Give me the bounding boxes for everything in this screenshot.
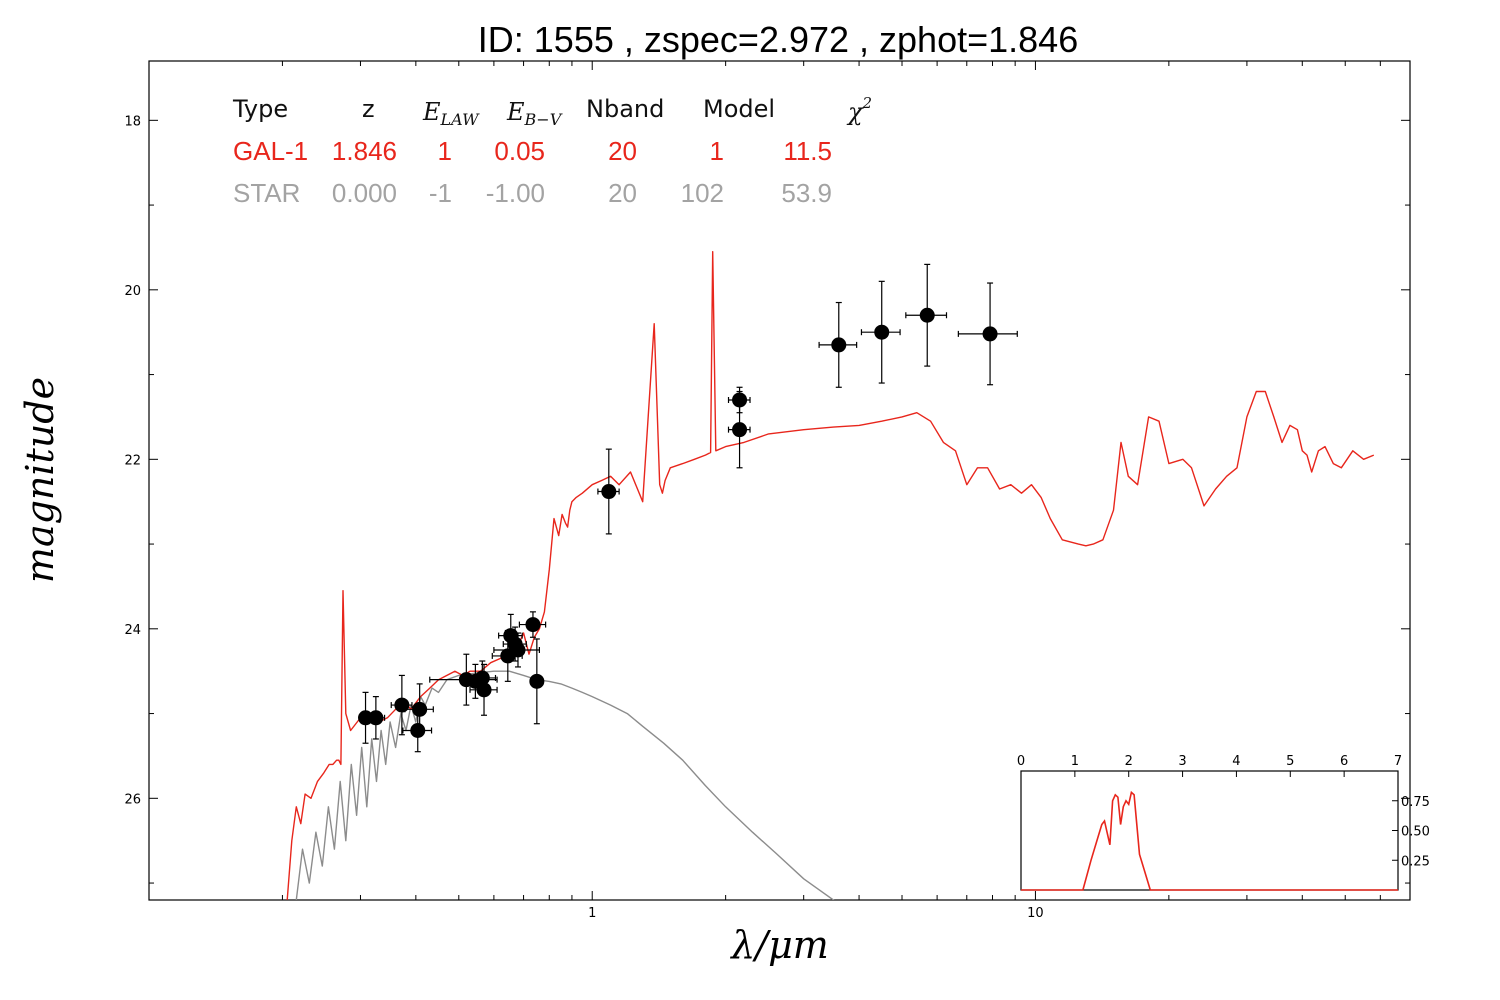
inset-y-tick-label: 0.25 [1401, 854, 1430, 869]
series-gal-1-line [286, 251, 1375, 900]
table-cell-star: -1.00 [486, 178, 545, 208]
table-cell-gal-1: 1 [710, 136, 724, 166]
table-header-elaw-main: E [422, 98, 441, 126]
inset-x-tick-label: 7 [1394, 754, 1402, 769]
x-tick-label: 1 [588, 906, 596, 921]
inset-x-tick-label: 3 [1178, 754, 1186, 769]
table-header-ebv: EB−V [506, 98, 563, 129]
observed-point [474, 670, 490, 686]
inset-frame [1020, 770, 1399, 891]
table-cell-star: -1 [429, 178, 452, 208]
observed-point [529, 673, 545, 689]
y-tick-label: 24 [124, 623, 141, 638]
redshift-pdf-inset: 0 1 2 3 4 5 6 7 0.75 0.50 0.25 [1017, 754, 1430, 891]
observed-point [601, 484, 617, 500]
table-cell-star: 0.000 [332, 178, 397, 208]
inset-x-tick-label: 6 [1340, 754, 1348, 769]
table-cell-star: 53.9 [781, 178, 832, 208]
observed-point [831, 337, 847, 353]
table-header-ebv-main: E [506, 98, 525, 126]
observed-point [510, 642, 526, 658]
inset-y-tick-label: 0.75 [1401, 795, 1430, 810]
table-cell-star: STAR [233, 178, 300, 208]
observed-point [525, 617, 541, 633]
inset-pdf-line [1021, 790, 1398, 891]
table-header-ebv-sub: B−V [524, 110, 563, 129]
fit-table: Type z ELAW EB−V Nband Model χ2 GAL-1 1.8… [232, 94, 872, 208]
inset-x-tick-label: 4 [1232, 754, 1240, 769]
table-rows: GAL-1 1.846 1 0.05 20 1 11.5 STAR 0.000 -1 -1.00 20… [233, 136, 832, 208]
observed-point [394, 697, 410, 713]
observed-point [476, 682, 492, 698]
table-cell-gal-1: GAL-1 [233, 136, 308, 166]
table-cell-star: 20 [608, 178, 637, 208]
inset-x-tick-label: 1 [1071, 754, 1079, 769]
y-tick-label: 26 [124, 792, 141, 807]
x-tick-label: 10 [1027, 906, 1044, 921]
inset-y-tick-label: 0.50 [1401, 825, 1430, 840]
table-header-elaw-sub: LAW [440, 110, 481, 129]
observed-point [874, 324, 890, 340]
y-tick-label: 20 [124, 284, 141, 299]
observed-point [982, 326, 998, 342]
plot-frame [148, 60, 1411, 901]
y-tick-label: 18 [124, 114, 141, 129]
table-cell-gal-1: 1.846 [332, 136, 397, 166]
table-header-chi-exp: 2 [862, 94, 873, 112]
table-header-model: Model [703, 95, 775, 123]
table-header-chi: χ [846, 98, 864, 126]
table-header-nband: Nband [586, 95, 664, 123]
table-cell-gal-1: 20 [608, 136, 637, 166]
y-tick-label: 22 [124, 453, 141, 468]
table-cell-gal-1: 1 [438, 136, 452, 166]
x-axis-label: λ/μm [729, 923, 829, 967]
series-star-line [295, 670, 835, 900]
observed-point [732, 422, 748, 438]
chart-title: ID: 1555 , zspec=2.972 , zphot=1.846 [478, 19, 1078, 60]
table-cell-gal-1: 11.5 [783, 136, 832, 166]
table-cell-star: 102 [681, 178, 724, 208]
table-header-elaw: ELAW [422, 98, 480, 129]
table-header-chi2: χ2 [846, 94, 872, 126]
inset-x-tick-label: 0 [1017, 754, 1025, 769]
table-cell-gal-1: 0.05 [494, 136, 545, 166]
observed-point [368, 710, 384, 726]
observed-point [358, 710, 374, 726]
plot-area [286, 251, 1375, 900]
plot-clipped [286, 251, 1375, 900]
table-header-z: z [362, 95, 375, 123]
inset-x-tick-label: 2 [1125, 754, 1133, 769]
observed-point [919, 307, 935, 323]
x-axis: 1 10 [281, 61, 1381, 921]
y-axis-label: magnitude [18, 377, 62, 583]
inset-x-tick-label: 5 [1286, 754, 1294, 769]
table-header-type: Type [232, 95, 288, 123]
observed-point [410, 723, 426, 739]
